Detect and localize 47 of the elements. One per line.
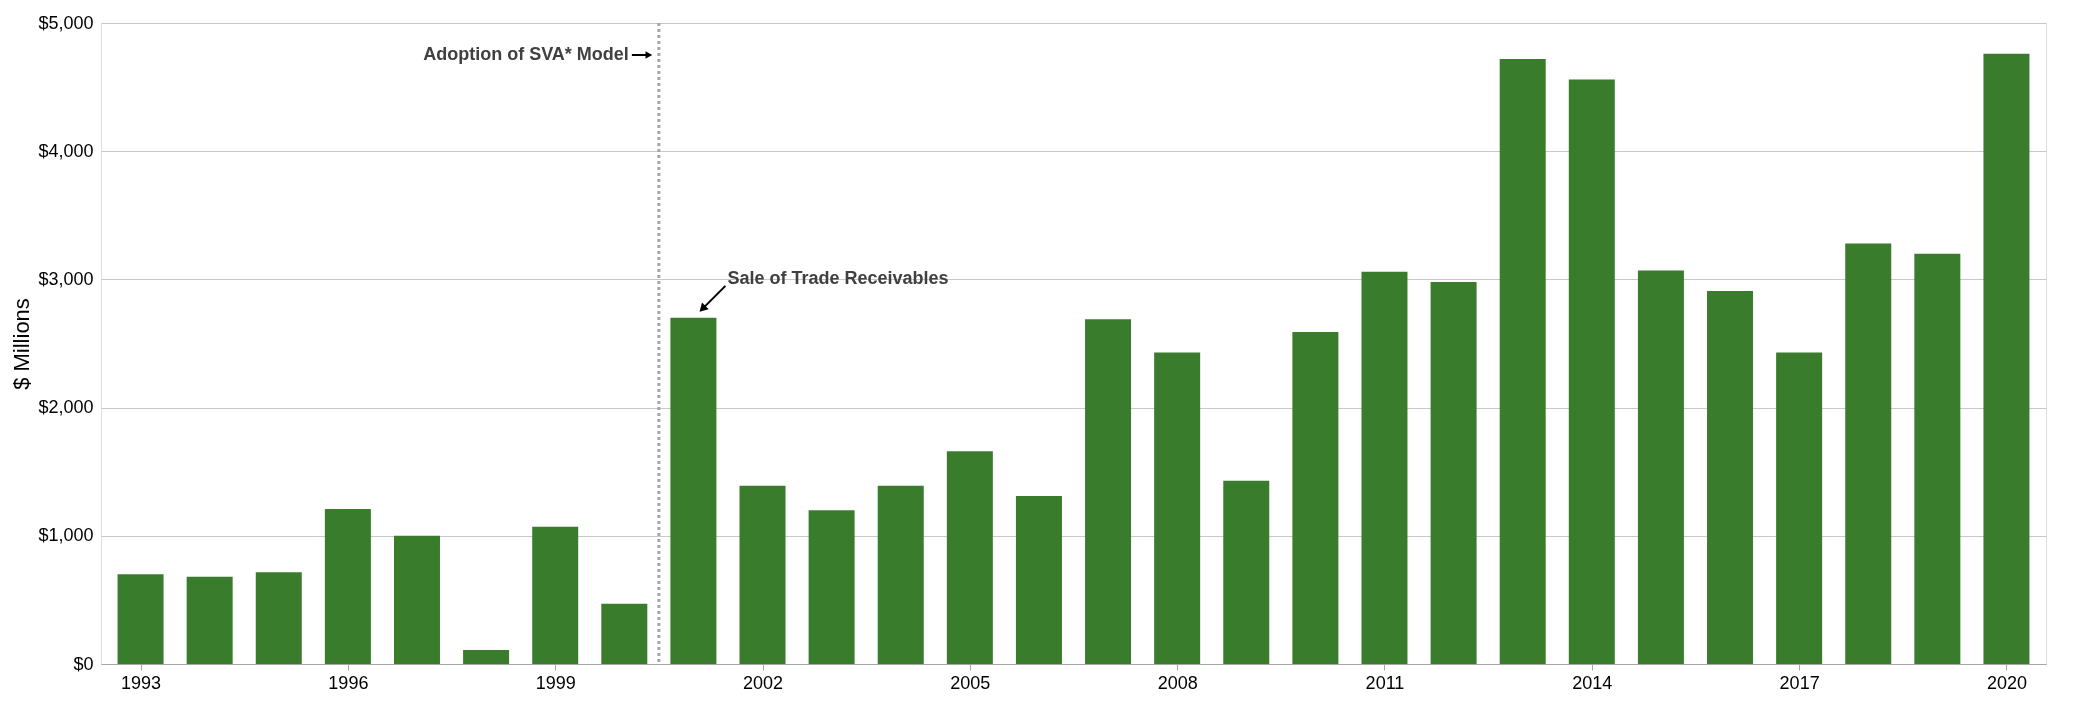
bar bbox=[324, 508, 371, 664]
bar bbox=[1085, 319, 1132, 664]
bar bbox=[393, 535, 440, 664]
bar bbox=[1292, 331, 1339, 664]
bar bbox=[1983, 53, 2030, 664]
y-tick-label: $0 bbox=[73, 653, 94, 674]
bar bbox=[1568, 79, 1615, 664]
bar bbox=[1845, 243, 1892, 664]
bar bbox=[1499, 58, 1546, 664]
y-tick-label: $4,000 bbox=[38, 140, 94, 161]
y-tick-label: $3,000 bbox=[38, 268, 94, 289]
bar bbox=[1154, 352, 1201, 664]
bar bbox=[1707, 290, 1754, 664]
x-tick-label: 2002 bbox=[742, 672, 784, 693]
y-axis-title: $ Millions bbox=[9, 298, 35, 390]
bar bbox=[1776, 352, 1823, 664]
bar bbox=[1637, 270, 1684, 664]
bar bbox=[946, 451, 993, 664]
x-tick-label: 1996 bbox=[328, 672, 369, 693]
x-tick-label: 2011 bbox=[1365, 672, 1405, 693]
bar bbox=[255, 572, 302, 664]
annotation: Sale of Trade Receivables bbox=[727, 267, 949, 288]
bar bbox=[117, 574, 164, 664]
bar bbox=[1223, 480, 1270, 664]
ref-line-label: Adoption of SVA* Model bbox=[423, 44, 629, 64]
x-tick-label: 2014 bbox=[1572, 672, 1613, 693]
x-tick-label: 2017 bbox=[1779, 672, 1820, 693]
x-tick-label: 2005 bbox=[950, 672, 991, 693]
bar bbox=[463, 649, 510, 664]
x-tick-label: 2008 bbox=[1157, 672, 1198, 693]
y-tick-label: $2,000 bbox=[38, 397, 94, 418]
bar bbox=[186, 576, 233, 664]
bar bbox=[670, 317, 717, 664]
bar bbox=[739, 485, 786, 664]
x-tick-label: 1999 bbox=[535, 672, 576, 693]
bar bbox=[601, 603, 648, 664]
bar bbox=[1015, 496, 1062, 664]
y-tick-label: $1,000 bbox=[38, 525, 94, 546]
bar bbox=[877, 485, 924, 664]
bar bbox=[532, 526, 579, 664]
x-tick-label: 1993 bbox=[121, 672, 162, 693]
bar bbox=[1914, 253, 1961, 664]
bar bbox=[808, 510, 855, 664]
y-tick-label: $5,000 bbox=[38, 12, 94, 33]
x-tick-label: 2020 bbox=[1986, 672, 2027, 693]
bar bbox=[1430, 281, 1477, 664]
bar bbox=[1361, 271, 1408, 664]
